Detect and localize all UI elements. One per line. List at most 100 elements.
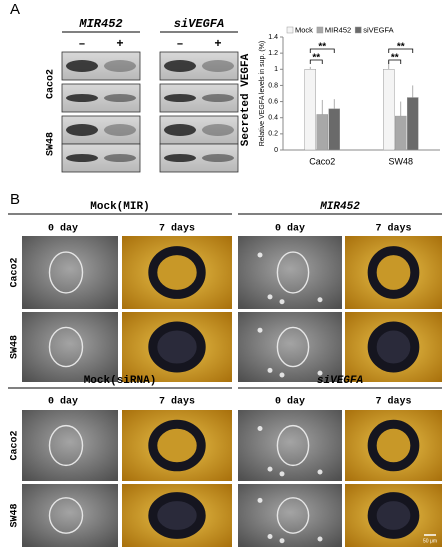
cell-spot [267,367,273,373]
wound-ring [148,492,206,539]
cell-spot [267,466,273,472]
blot-band [104,154,136,162]
wound-ring [276,424,310,467]
wound-ring [276,497,310,534]
cell-spot [279,299,285,305]
x-tick-label: SW48 [388,156,413,166]
blot-band [104,94,136,102]
day-label: 0 day [48,223,78,235]
day-label: 7 days [159,223,195,235]
row-label: Caco2 [10,430,21,460]
blot-column-label: siVEGFA [174,17,224,31]
wound-ring [367,321,420,373]
blot-sign: + [116,37,123,51]
panel-label: A [10,1,20,18]
bar [316,114,328,151]
cell-spot [279,372,285,378]
micrograph [22,312,118,382]
micrograph [238,410,342,481]
micrograph [238,236,342,309]
group-title: Mock(MIR) [90,201,149,213]
significance-bracket [388,48,414,53]
wound-ring [48,251,84,294]
blot-band [202,60,234,72]
wound-ring [48,424,84,467]
blot-band [164,60,196,72]
day-label: 0 day [48,396,78,408]
x-tick-label: Caco2 [309,156,335,166]
y-tick-label: 0.6 [268,98,278,105]
significance-bracket [309,59,323,64]
blot-band [164,94,196,102]
wound-ring [148,246,206,299]
wound-ring [367,246,420,299]
scale-bar-label: 50 μm [423,538,437,544]
row-label: SW48 [10,335,21,359]
cell-spot [257,327,263,333]
blot-band [66,60,98,72]
y-tick-label: 0 [274,147,278,154]
wound-ring [276,251,310,294]
micrograph [22,484,118,547]
blot-sign: – [78,37,85,51]
blot-band [66,124,98,136]
y-tick-label: 0.4 [268,115,278,122]
blot-band [104,60,136,72]
y-tick-label: 1.2 [268,50,278,57]
significance-bracket [388,59,402,64]
y-tick-label: 0.8 [268,82,278,89]
bar [407,97,419,151]
day-label: 7 days [159,396,195,408]
cell-spot [317,297,323,303]
row-label: SW48 [10,503,21,527]
blot-side-label: Secreted VEGFA [240,53,252,146]
y-tick-label: 1.4 [268,34,278,41]
legend-label: Mock [295,25,313,34]
day-label: 7 days [375,396,411,408]
blot-band [66,94,98,102]
y-tick-label: 1 [274,66,278,73]
blot-row-label: Caco2 [46,69,57,99]
blot-row-label: SW48 [46,132,57,156]
y-tick-label: 0.2 [268,131,278,138]
significance-bracket [309,48,335,53]
bar [395,115,407,151]
cell-spot [257,252,263,258]
bar [383,69,395,151]
micrograph [22,410,118,481]
significance: ** [318,42,326,53]
blot-band [66,154,98,162]
significance: ** [312,53,320,64]
wound-ring [367,492,420,539]
day-label: 7 days [375,223,411,235]
panel-label: B [10,191,20,208]
bar [328,108,340,151]
day-label: 0 day [275,223,305,235]
significance: ** [397,42,405,53]
blot-column-label: MIR452 [78,17,122,31]
wound-ring [148,419,206,472]
micrograph [238,484,342,547]
micrograph [22,236,118,309]
group-title: Mock(siRNA) [84,375,157,387]
micrograph [238,312,342,382]
blot-band [202,124,234,136]
group-title: MIR452 [319,201,360,213]
cell-spot [279,538,285,544]
cell-spot [279,471,285,477]
blot-band [104,124,136,136]
blot-sign: + [214,37,221,51]
cell-spot [317,536,323,542]
blot-band [202,94,234,102]
cell-spot [257,425,263,431]
blot-band [164,124,196,136]
wound-ring [48,497,84,534]
cell-spot [257,497,263,503]
wound-ring [148,321,206,373]
cell-spot [317,469,323,475]
cell-spot [317,370,323,376]
bar [304,69,316,151]
blot-sign: – [176,37,183,51]
y-axis-label: Relative VEGFA levels in sup. (%) [259,41,266,146]
